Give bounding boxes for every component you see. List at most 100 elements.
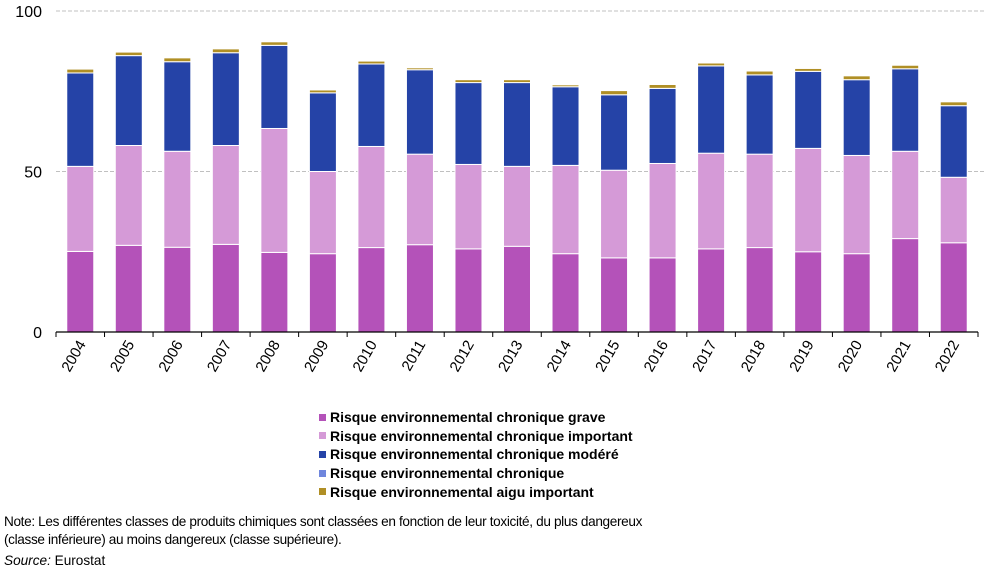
bar-segment-2008-series-2 (260, 44, 289, 129)
bar-segment-2017-series-1 (697, 152, 726, 250)
bar-segment-2013-series-2 (503, 82, 531, 167)
bar-segment-2021-series-2 (891, 68, 920, 152)
x-tick-label: 2022 (932, 338, 963, 375)
bars (66, 41, 968, 333)
bar-segment-2016-series-2 (648, 87, 677, 164)
x-tick-label: 2021 (883, 338, 914, 375)
x-axis: 2004 2005 2006 2007 2008 2009 2010 2011 2012 2013… (55, 331, 979, 375)
bar-segment-2020-series-1 (842, 154, 871, 255)
bar-segment-2018-series-2 (745, 74, 774, 155)
bar-segment-2019-series-4 (794, 67, 823, 72)
bar-segment-2021-series-4 (891, 64, 920, 70)
bar-segment-2006-series-4 (163, 57, 192, 63)
x-tick-label: 2005 (107, 338, 138, 375)
source-label: Source: (4, 553, 51, 568)
bar-segment-2015-series-2 (600, 94, 629, 171)
y-axis-tick-labels: 0 50 100 (15, 4, 42, 342)
legend-swatch (319, 450, 326, 458)
bar-segment-2007-series-0 (211, 243, 240, 333)
x-tick-label: 2018 (738, 338, 769, 375)
note-line-1: Note: Les différentes classes de produit… (4, 514, 643, 529)
x-tick-label: 2013 (495, 338, 526, 375)
legend-swatch (319, 488, 326, 496)
bar-segment-2018-series-1 (745, 153, 774, 249)
bar-segment-2022-series-4 (939, 101, 968, 107)
bar-segment-2013-series-0 (503, 245, 531, 333)
bar-segment-2021-series-1 (891, 150, 920, 240)
chart-source: Source: Eurostat (4, 553, 105, 568)
bar-segment-2016-series-4 (648, 84, 677, 89)
bar-segment-2005-series-0 (114, 244, 143, 333)
bar-segment-2019-series-1 (794, 147, 823, 253)
bar-segment-2014-series-1 (551, 164, 580, 255)
bar-segment-2021-series-0 (891, 238, 920, 333)
legend-swatch (319, 413, 326, 421)
bar-segment-2017-series-0 (697, 248, 726, 333)
bar-segment-2007-series-2 (211, 52, 240, 146)
chart-note: Note: Les différentes classes de produit… (4, 513, 984, 549)
legend-label: Risque environnemental aigu important (330, 483, 594, 500)
legend-item: Risque environnemental chronique importa… (319, 427, 633, 446)
x-tick-label: 2007 (204, 338, 235, 375)
bar-segment-2017-series-2 (697, 65, 726, 154)
bar-segment-2005-series-2 (114, 55, 143, 146)
bar-segment-2013-series-4 (503, 79, 531, 84)
bar-segment-2014-series-4 (551, 84, 580, 88)
x-tick-label: 2012 (447, 338, 478, 375)
x-tick-label: 2019 (786, 338, 817, 375)
bar-segment-2006-series-0 (163, 246, 192, 333)
legend-item: Risque environnemental chronique (319, 464, 633, 483)
bar-segment-2011-series-4 (405, 67, 434, 71)
bar-segment-2020-series-2 (842, 79, 871, 156)
x-tick-label: 2004 (58, 338, 89, 375)
bar-segment-2004-series-0 (66, 250, 95, 333)
bar-segment-2018-series-4 (745, 70, 774, 76)
x-tick-label: 2011 (399, 338, 430, 374)
bar-segment-2009-series-1 (308, 171, 337, 255)
legend-item: Risque environnemental aigu important (319, 482, 633, 501)
bar-segment-2012-series-2 (454, 82, 483, 165)
bar-segment-2008-series-0 (260, 251, 289, 333)
bar-segment-2005-series-1 (114, 144, 143, 246)
bar-segment-2004-series-1 (66, 165, 95, 252)
bar-segment-2019-series-2 (794, 70, 823, 149)
bar-segment-2014-series-0 (551, 253, 580, 333)
legend-label: Risque environnemental chronique modéré (330, 446, 619, 463)
bar-segment-2007-series-1 (211, 144, 240, 245)
source-value: Eurostat (50, 553, 106, 568)
x-tick-label: 2006 (155, 338, 186, 375)
bar-segment-2010-series-2 (357, 63, 386, 147)
y-tick-label: 100 (15, 4, 42, 21)
bar-segment-2016-series-0 (648, 257, 677, 333)
bar-segment-2012-series-1 (454, 163, 483, 250)
bar-segment-2005-series-4 (114, 51, 143, 57)
bar-segment-2019-series-0 (794, 251, 823, 333)
legend-item: Risque environnemental chronique modéré (319, 445, 633, 464)
y-tick-label: 0 (33, 325, 42, 342)
x-tick-label: 2010 (349, 338, 380, 375)
bar-segment-2016-series-1 (648, 162, 677, 259)
bar-segment-2007-series-4 (211, 48, 240, 54)
bar-segment-2020-series-4 (842, 75, 871, 81)
x-tick-label: 2016 (641, 338, 672, 375)
x-tick-label: 2008 (252, 338, 283, 375)
bar-segment-2008-series-1 (260, 127, 289, 253)
bar-segment-2008-series-4 (260, 41, 289, 46)
bar-segment-2006-series-2 (163, 61, 192, 152)
bar-segment-2017-series-4 (697, 62, 726, 67)
bar-segment-2012-series-4 (454, 79, 483, 84)
bar-segment-2013-series-1 (503, 165, 531, 247)
bar-segment-2022-series-0 (939, 242, 968, 333)
legend-swatch (319, 432, 326, 440)
x-tick-label: 2015 (592, 338, 623, 375)
bar-segment-2010-series-0 (357, 247, 386, 333)
legend-label: Risque environnemental chronique importa… (330, 427, 633, 444)
bar-segment-2012-series-0 (454, 248, 483, 333)
bar-segment-2011-series-2 (405, 69, 434, 155)
bar-segment-2009-series-4 (308, 89, 337, 94)
bar-segment-2004-series-2 (66, 72, 95, 167)
bar-segment-2020-series-0 (842, 253, 871, 333)
bar-segment-2009-series-2 (308, 92, 337, 172)
x-tick-label: 2014 (544, 338, 575, 375)
